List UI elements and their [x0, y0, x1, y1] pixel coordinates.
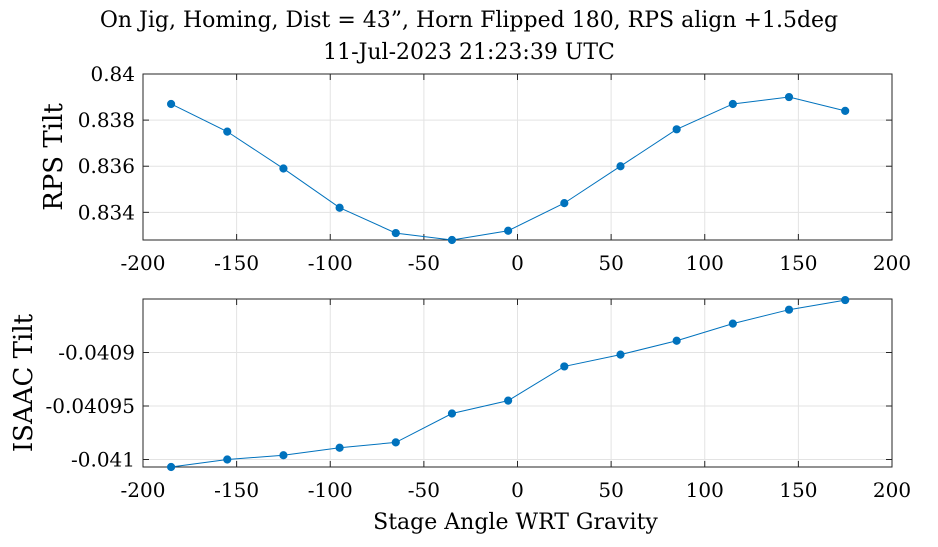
rps-y-tick-label: 0.838: [78, 108, 135, 132]
isaac-data-point: [728, 319, 737, 328]
rps-x-tick-label: -200: [121, 251, 166, 275]
rps-x-tick-label: 150: [779, 251, 817, 275]
isaac-series-line: [171, 299, 846, 468]
isaac-data-point: [672, 336, 681, 345]
rps-data-point: [672, 125, 681, 134]
isaac-data-point: [784, 305, 794, 314]
isaac-x-tick-label: -150: [214, 478, 259, 502]
rps-y-axis-label: RPS Tilt: [39, 103, 69, 211]
rps-data-point: [616, 162, 625, 171]
rps-x-tick-label: 50: [598, 251, 623, 275]
chart-subtitle: 11-Jul-2023 21:23:39 UTC: [323, 40, 615, 65]
rps-data-point: [560, 199, 569, 208]
rps-data-point: [447, 235, 457, 245]
isaac-tilt-axes: -200 -150 -100 -50 0 50 100 150 200 -0.041 -0.0409…: [9, 295, 911, 535]
isaac-data-point: [447, 409, 457, 418]
rps-x-tick-label: 200: [873, 251, 911, 275]
rps-x-tick-label: 0: [511, 251, 524, 275]
rps-series-line: [170, 96, 846, 241]
rps-data-point: [166, 99, 176, 109]
isaac-data-point: [223, 455, 232, 464]
isaac-x-axis-label: Stage Angle WRT Gravity: [373, 510, 658, 535]
rps-tilt-axes: -200 -150 -100 -50 0 50 100 150 200 0.834 0.836 0.8…: [39, 62, 911, 275]
rps-y-tick-label: 0.836: [78, 154, 135, 178]
rps-data-point: [784, 92, 794, 102]
rps-data-point: [728, 99, 737, 109]
isaac-data-point: [504, 396, 513, 405]
isaac-data-point: [166, 462, 176, 472]
rps-y-tick-label: 0.834: [78, 200, 135, 224]
isaac-data-point: [335, 443, 344, 452]
isaac-data-point: [616, 350, 625, 359]
isaac-x-tick-label: 150: [779, 478, 817, 502]
isaac-y-tick-label: -0.0409: [58, 341, 135, 365]
isaac-data-point: [560, 362, 569, 371]
isaac-data-point: [841, 295, 850, 305]
rps-data-point: [223, 127, 232, 136]
isaac-y-tick-label: -0.041: [71, 448, 135, 472]
isaac-data-point: [391, 438, 400, 447]
isaac-x-tick-label: -200: [121, 478, 166, 502]
isaac-y-axis-label: ISAAC Tilt: [9, 313, 39, 452]
rps-x-tick-label: 100: [686, 251, 724, 275]
rps-x-tick-label: -50: [408, 251, 440, 275]
rps-y-tick-label: 0.84: [90, 62, 135, 86]
chart-title: On Jig, Homing, Dist = 43”, Horn Flipped…: [99, 8, 839, 33]
isaac-x-tick-label: 200: [873, 478, 911, 502]
isaac-x-tick-label: -100: [308, 478, 353, 502]
rps-data-point: [841, 106, 850, 115]
rps-data-point: [391, 228, 400, 238]
isaac-x-tick-label: 50: [598, 478, 623, 502]
isaac-x-tick-label: -50: [408, 478, 440, 502]
rps-data-point: [279, 164, 288, 173]
rps-data-point: [335, 203, 344, 212]
rps-data-point: [504, 226, 513, 235]
isaac-x-tick-label: 100: [686, 478, 724, 502]
rps-x-tick-label: -150: [214, 251, 259, 275]
isaac-data-point: [279, 451, 288, 460]
isaac-y-tick-label: -0.04095: [46, 394, 135, 418]
isaac-x-tick-label: 0: [511, 478, 524, 502]
rps-x-tick-label: -100: [308, 251, 353, 275]
